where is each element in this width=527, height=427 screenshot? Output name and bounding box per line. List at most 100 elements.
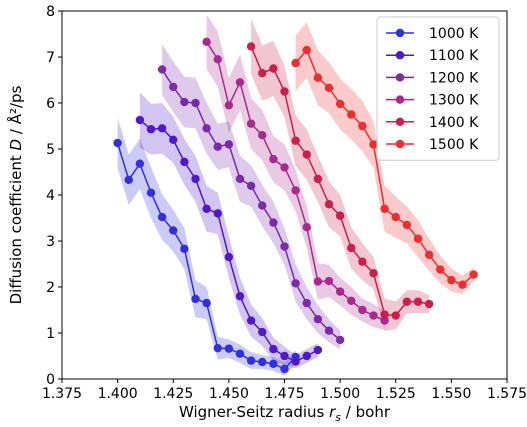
point-1200k <box>235 174 245 184</box>
legend: 1000 K 1100 K 1200 K 1300 K 1400 K 1500 K <box>376 16 500 161</box>
point-1000k <box>169 226 178 235</box>
legend-marker <box>395 95 405 104</box>
point-1200k <box>157 65 167 74</box>
legend-label: 1000 K <box>429 26 479 42</box>
point-1400k <box>269 64 278 73</box>
point-1400k <box>424 299 434 309</box>
point-1000k <box>235 349 245 358</box>
y-tick-label: 7 <box>46 50 55 66</box>
point-1100k <box>157 124 167 133</box>
point-1200k <box>280 242 289 251</box>
y-tick-label: 1 <box>46 326 55 342</box>
y-tick-label: 8 <box>46 4 55 20</box>
point-1000k <box>113 138 122 148</box>
point-1500k <box>291 58 300 68</box>
point-1400k <box>402 297 412 306</box>
point-1000k <box>224 344 234 353</box>
y-axis: 0 1 2 3 4 5 6 7 8 <box>46 4 62 388</box>
point-1200k <box>258 201 267 210</box>
point-1100k <box>246 316 256 325</box>
legend-marker <box>395 28 405 38</box>
point-1500k <box>458 280 467 289</box>
point-1200k <box>335 335 345 345</box>
y-tick-label: 3 <box>46 234 55 250</box>
point-1500k <box>313 73 323 82</box>
band-1200k <box>162 44 341 350</box>
point-1200k <box>191 98 200 108</box>
y-tick-label: 4 <box>46 188 55 204</box>
point-1400k <box>347 243 356 253</box>
point-1200k <box>302 298 311 308</box>
legend-marker <box>395 51 405 60</box>
point-1000k <box>191 294 200 304</box>
point-1500k <box>358 121 367 131</box>
point-1100k <box>235 292 245 301</box>
point-1100k <box>135 115 145 125</box>
point-1100k <box>258 327 267 337</box>
point-1000k <box>246 356 256 365</box>
x-tick-label: 1.525 <box>376 386 416 402</box>
point-1100k <box>280 351 289 361</box>
point-1100k <box>302 351 311 361</box>
legend-label: 1100 K <box>429 48 479 64</box>
x-axis-title-symbol: r <box>329 403 336 421</box>
point-1300k <box>224 101 234 110</box>
y-tick-label: 2 <box>46 280 55 296</box>
point-1200k <box>313 315 323 324</box>
point-1300k <box>246 119 256 128</box>
point-1300k <box>335 287 345 296</box>
point-1300k <box>380 316 389 325</box>
legend-marker <box>395 73 405 82</box>
y-tick-label: 6 <box>46 96 55 112</box>
legend-label: 1400 K <box>429 115 479 131</box>
point-1500k <box>347 110 356 119</box>
series-points <box>113 37 478 374</box>
legend-marker <box>395 117 405 127</box>
point-1300k <box>291 186 300 195</box>
legend-label: 1200 K <box>429 70 479 86</box>
band-1300k <box>206 14 385 330</box>
point-1500k <box>391 212 400 222</box>
point-1200k <box>180 97 189 107</box>
point-1500k <box>436 265 445 274</box>
point-1000k <box>135 159 145 168</box>
point-1400k <box>324 200 334 209</box>
point-1000k <box>202 298 211 308</box>
y-axis-title-unit: / Å²/ps <box>6 85 25 138</box>
point-1100k <box>169 135 178 144</box>
point-1300k <box>347 296 356 305</box>
x-axis-title-unit: / bohr <box>341 403 391 421</box>
point-1100k <box>202 204 211 213</box>
point-1100k <box>224 252 234 262</box>
point-1300k <box>235 78 245 87</box>
y-axis-title-symbol: D <box>7 139 25 151</box>
point-1400k <box>391 311 400 320</box>
band-1500k <box>295 22 474 294</box>
point-1200k <box>169 82 178 92</box>
point-1500k <box>413 234 423 243</box>
point-1100k <box>180 157 189 167</box>
legend-box <box>376 16 500 161</box>
point-1400k <box>280 87 289 96</box>
point-1300k <box>313 277 323 286</box>
x-axis-title-subscript: s <box>335 411 341 424</box>
x-tick-label: 1.425 <box>153 386 193 402</box>
point-1200k <box>213 142 222 151</box>
y-axis-title-text: Diffusion coefficient <box>7 155 25 304</box>
point-1200k <box>246 181 256 190</box>
point-1200k <box>224 140 234 149</box>
point-1300k <box>369 311 378 320</box>
point-1400k <box>413 297 423 306</box>
y-axis-title: Diffusion coefficient D / Å²/ps <box>6 85 25 304</box>
point-1100k <box>213 209 222 218</box>
point-1300k <box>358 305 367 315</box>
legend-label: 1500 K <box>429 137 479 153</box>
point-1400k <box>313 174 323 184</box>
point-1400k <box>335 211 345 220</box>
point-1300k <box>280 163 289 172</box>
point-1400k <box>358 257 367 266</box>
legend-marker <box>395 139 405 149</box>
point-1300k <box>202 37 211 47</box>
x-tick-label: 1.450 <box>209 386 249 402</box>
legend-label: 1300 K <box>429 93 479 109</box>
